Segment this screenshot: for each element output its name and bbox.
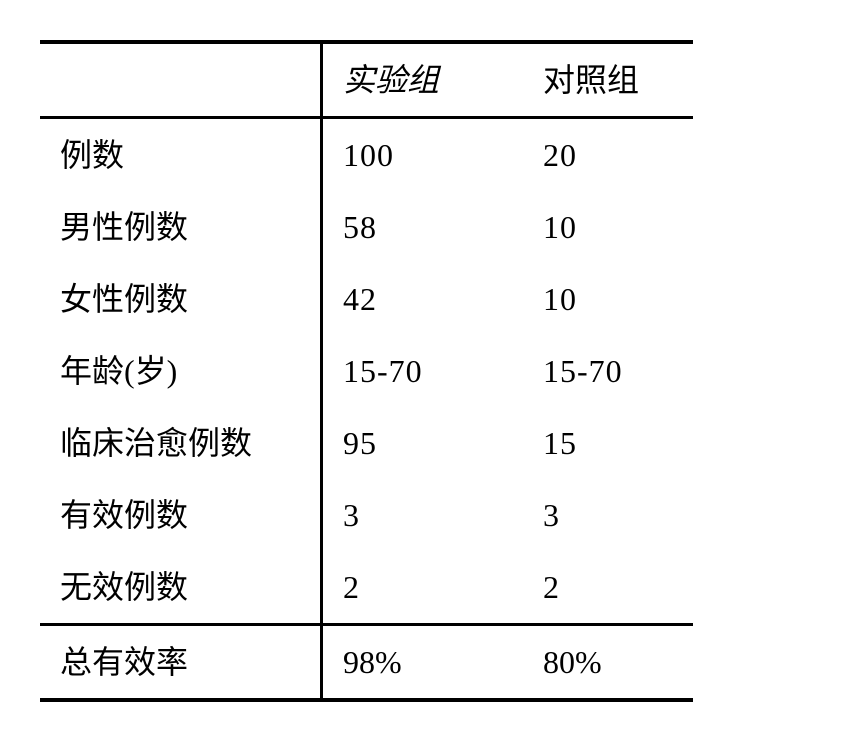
row-label: 女性例数 <box>40 263 322 335</box>
row-label: 年龄(岁) <box>40 335 322 407</box>
table-row: 女性例数 42 10 <box>40 263 693 335</box>
row-ctrl-value: 15-70 <box>523 335 693 407</box>
row-ctrl-value: 20 <box>523 118 693 192</box>
footer-exp-value: 98% <box>322 625 524 701</box>
row-exp-value: 58 <box>322 191 524 263</box>
table-row: 临床治愈例数 95 15 <box>40 407 693 479</box>
row-ctrl-value: 15 <box>523 407 693 479</box>
row-label: 男性例数 <box>40 191 322 263</box>
row-ctrl-value: 10 <box>523 191 693 263</box>
row-exp-value: 100 <box>322 118 524 192</box>
row-ctrl-value: 3 <box>523 479 693 551</box>
comparison-table-container: 实验组 对照组 例数 100 20 男性例数 58 10 女性例数 42 10 … <box>40 40 693 702</box>
row-ctrl-value: 10 <box>523 263 693 335</box>
header-blank <box>40 42 322 118</box>
row-label: 无效例数 <box>40 551 322 625</box>
table-header-row: 实验组 对照组 <box>40 42 693 118</box>
row-label: 有效例数 <box>40 479 322 551</box>
footer-ctrl-value: 80% <box>523 625 693 701</box>
table-row: 有效例数 3 3 <box>40 479 693 551</box>
row-ctrl-value: 2 <box>523 551 693 625</box>
footer-label: 总有效率 <box>40 625 322 701</box>
row-exp-value: 3 <box>322 479 524 551</box>
table-row: 例数 100 20 <box>40 118 693 192</box>
table-row: 无效例数 2 2 <box>40 551 693 625</box>
header-experimental: 实验组 <box>322 42 524 118</box>
row-exp-value: 15-70 <box>322 335 524 407</box>
table-row: 男性例数 58 10 <box>40 191 693 263</box>
row-exp-value: 2 <box>322 551 524 625</box>
header-control: 对照组 <box>523 42 693 118</box>
table-row: 年龄(岁) 15-70 15-70 <box>40 335 693 407</box>
row-label: 临床治愈例数 <box>40 407 322 479</box>
comparison-table: 实验组 对照组 例数 100 20 男性例数 58 10 女性例数 42 10 … <box>40 40 693 702</box>
row-exp-value: 95 <box>322 407 524 479</box>
row-label: 例数 <box>40 118 322 192</box>
row-exp-value: 42 <box>322 263 524 335</box>
table-footer-row: 总有效率 98% 80% <box>40 625 693 701</box>
